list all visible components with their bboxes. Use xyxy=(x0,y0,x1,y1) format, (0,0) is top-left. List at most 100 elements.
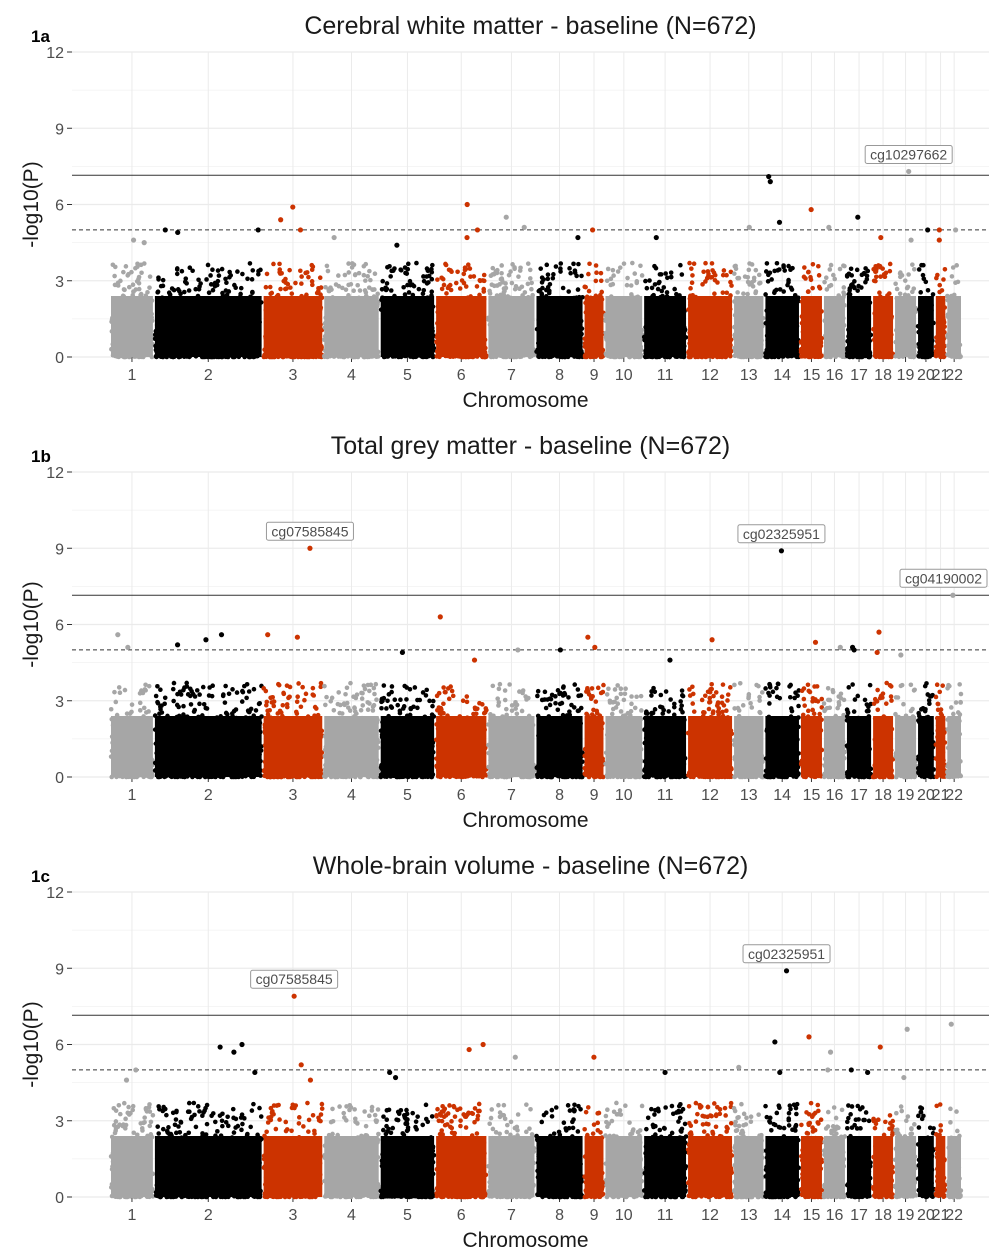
top-hit-point xyxy=(298,227,303,232)
data-point xyxy=(367,689,372,694)
x-tick-label: 8 xyxy=(555,787,564,804)
data-point xyxy=(270,695,275,700)
top-hit-point xyxy=(394,243,399,248)
data-point xyxy=(541,277,546,282)
data-point xyxy=(811,262,816,267)
data-point xyxy=(278,287,283,292)
data-point xyxy=(490,282,495,287)
data-point xyxy=(144,710,149,715)
data-point xyxy=(847,288,852,293)
data-point xyxy=(408,706,413,711)
data-point xyxy=(299,274,304,279)
data-point xyxy=(893,281,898,286)
data-point xyxy=(244,696,249,701)
x-tick-label: 17 xyxy=(850,787,868,804)
data-point xyxy=(495,268,500,273)
data-point xyxy=(245,277,250,282)
data-point xyxy=(950,274,955,279)
y-tick-label: 12 xyxy=(46,45,64,62)
data-point xyxy=(923,280,928,285)
data-point xyxy=(380,279,385,284)
data-point xyxy=(350,265,355,270)
data-point xyxy=(554,264,559,269)
data-point xyxy=(849,283,854,288)
top-hit-point xyxy=(906,169,911,174)
data-point xyxy=(264,700,269,705)
y-tick-label: 6 xyxy=(55,198,64,215)
data-point xyxy=(395,703,400,708)
point-density-band xyxy=(644,296,686,357)
data-point xyxy=(877,290,882,295)
data-point xyxy=(499,271,504,276)
data-point xyxy=(343,692,348,697)
data-point xyxy=(404,271,409,276)
top-hit-point xyxy=(332,235,337,240)
data-point xyxy=(579,274,584,279)
data-point xyxy=(342,701,347,706)
data-point xyxy=(240,272,245,277)
point-density-band xyxy=(155,296,262,357)
x-tick-label: 9 xyxy=(590,787,599,804)
data-point xyxy=(207,290,212,295)
y-tick-label: 12 xyxy=(46,465,64,482)
point-density-band xyxy=(111,296,153,357)
data-point xyxy=(669,270,674,275)
data-point xyxy=(953,280,958,285)
data-point xyxy=(183,276,188,281)
y-tick-label: 6 xyxy=(55,618,64,635)
data-point xyxy=(722,268,727,273)
data-point xyxy=(888,262,893,267)
data-point xyxy=(368,278,373,283)
data-point xyxy=(551,272,556,277)
data-point xyxy=(734,266,739,271)
data-point xyxy=(227,289,232,294)
data-point xyxy=(665,275,670,280)
data-point xyxy=(605,278,610,283)
data-point xyxy=(594,263,599,268)
data-point xyxy=(529,287,534,292)
data-point xyxy=(143,682,148,687)
data-point xyxy=(280,703,285,708)
data-point xyxy=(502,286,507,291)
data-point xyxy=(658,272,663,277)
data-point xyxy=(310,267,315,272)
data-point xyxy=(362,683,367,688)
data-point xyxy=(822,280,827,285)
x-tick-label: 22 xyxy=(945,787,963,804)
data-point xyxy=(481,289,486,294)
top-hit-point xyxy=(142,240,147,245)
data-point xyxy=(325,264,330,269)
top-hit-point xyxy=(777,220,782,225)
data-point xyxy=(599,278,604,283)
data-point xyxy=(403,265,408,270)
top-hit-point xyxy=(654,235,659,240)
data-point xyxy=(250,277,255,282)
data-point xyxy=(351,288,356,293)
data-point xyxy=(838,267,843,272)
top-hit-point xyxy=(465,202,470,207)
x-tick-label: 14 xyxy=(773,787,791,804)
data-point xyxy=(809,277,814,282)
data-point xyxy=(608,283,613,288)
data-point xyxy=(354,711,359,716)
data-point xyxy=(943,267,948,272)
top-hit-point xyxy=(768,179,773,184)
data-point xyxy=(558,266,563,271)
data-point xyxy=(193,287,198,292)
data-point xyxy=(336,273,341,278)
top-hit-point xyxy=(175,230,180,235)
top-hit-point xyxy=(826,225,831,230)
data-point xyxy=(384,706,389,711)
top-hit-point xyxy=(475,227,480,232)
top-hit-point xyxy=(878,235,883,240)
data-point xyxy=(348,681,353,686)
data-point xyxy=(122,288,127,293)
data-point xyxy=(128,711,133,716)
top-hit-point xyxy=(575,235,580,240)
data-point xyxy=(566,289,571,294)
data-point xyxy=(398,711,403,716)
data-point xyxy=(306,275,311,280)
data-point xyxy=(254,708,259,713)
data-point xyxy=(599,271,604,276)
